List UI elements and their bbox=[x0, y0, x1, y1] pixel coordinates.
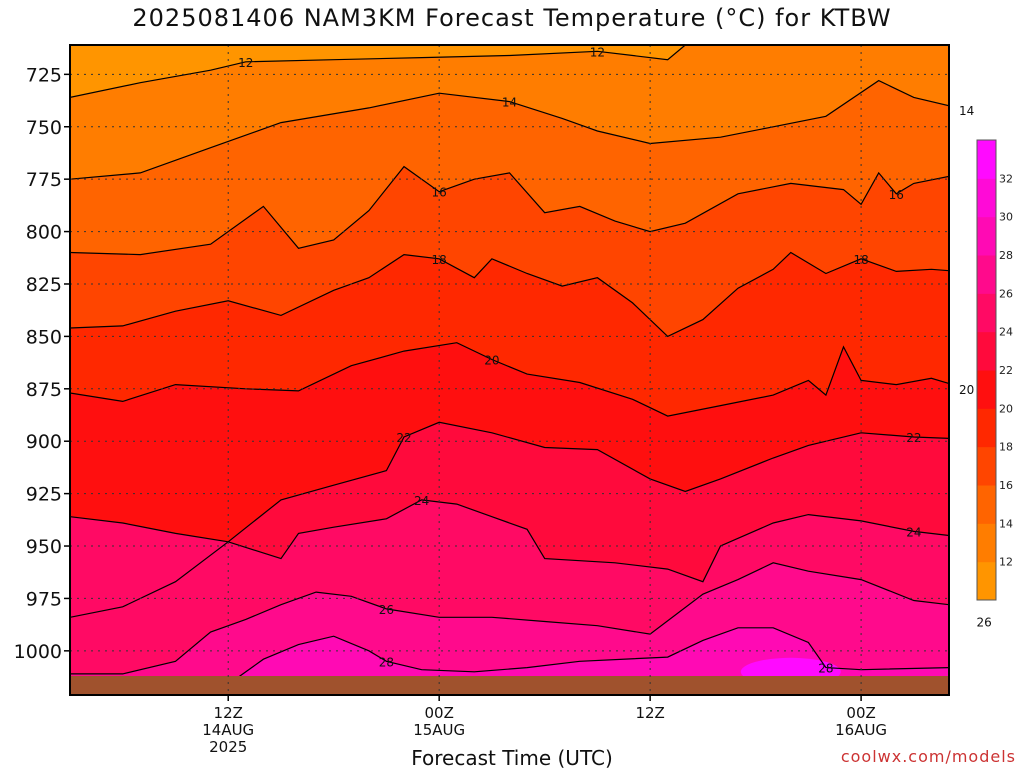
contour-label-18-0: 18 bbox=[432, 253, 447, 267]
chart-title: 2025081406 NAM3KM Forecast Temperature (… bbox=[132, 4, 892, 32]
y-tick-label-900: 900 bbox=[26, 431, 62, 453]
legend-tick-32: 32 bbox=[999, 172, 1013, 185]
y-tick-label-775: 775 bbox=[26, 169, 62, 191]
x-tick-label-12-1: 14AUG bbox=[202, 721, 254, 739]
y-tick-label-850: 850 bbox=[26, 326, 62, 348]
legend-swatch-24 bbox=[977, 293, 996, 333]
legend-tick-28: 28 bbox=[999, 249, 1013, 262]
contour-label-14-1: 14 bbox=[959, 104, 974, 118]
contour-label-28-0: 28 bbox=[379, 655, 394, 669]
legend-swatch-22 bbox=[977, 331, 996, 371]
legend-frame bbox=[976, 139, 997, 601]
contour-line-28 bbox=[70, 627, 949, 686]
legend-tick-18: 18 bbox=[999, 441, 1013, 454]
contour-label-24-0: 24 bbox=[414, 494, 429, 508]
x-tick-label-12-2: 2025 bbox=[209, 738, 247, 756]
legend-tick-12: 12 bbox=[999, 556, 1013, 569]
y-tick-label-825: 825 bbox=[26, 274, 62, 296]
legend-swatch-28 bbox=[977, 216, 996, 256]
legend-swatch-18 bbox=[977, 408, 996, 448]
legend-swatch-26 bbox=[977, 255, 996, 294]
legend-swatch-10 bbox=[977, 561, 996, 601]
contour-label-12-0: 12 bbox=[238, 56, 253, 70]
contour-label-26-1: 26 bbox=[977, 615, 992, 629]
y-tick-label-725: 725 bbox=[26, 64, 62, 86]
credit-text: coolwx.com/models bbox=[840, 747, 1016, 766]
plot-frame bbox=[69, 44, 950, 696]
contour-label-28-1: 28 bbox=[818, 662, 833, 676]
contour-label-18-1: 18 bbox=[853, 253, 868, 267]
contour-line-14 bbox=[70, 79, 949, 180]
ground-strip bbox=[70, 676, 949, 695]
legend-tick-14: 14 bbox=[999, 517, 1013, 530]
y-tick-label-875: 875 bbox=[26, 379, 62, 401]
contour-label-20-1: 20 bbox=[959, 383, 974, 397]
x-axis-label: Forecast Time (UTC) bbox=[411, 746, 613, 770]
legend-tick-16: 16 bbox=[999, 479, 1013, 492]
legend-tick-24: 24 bbox=[999, 326, 1013, 339]
contour-line-24 bbox=[70, 499, 949, 583]
contour-fills bbox=[70, 45, 949, 695]
y-tick-label-975: 975 bbox=[26, 588, 62, 610]
x-tick-label-36-0: 12Z bbox=[635, 704, 664, 722]
contour-line-20 bbox=[70, 342, 949, 417]
contour-line-16 bbox=[70, 165, 949, 256]
contour-lines bbox=[70, 45, 949, 686]
x-tick-label-48-1: 16AUG bbox=[835, 721, 887, 739]
contour-label-26-0: 26 bbox=[379, 603, 394, 617]
legend-swatch-32 bbox=[977, 140, 996, 179]
y-tick-label-925: 925 bbox=[26, 484, 62, 506]
legend-swatch-20 bbox=[977, 370, 996, 409]
contour-line-12 bbox=[70, 45, 686, 98]
legend-swatch-30 bbox=[977, 178, 996, 218]
legend-tick-30: 30 bbox=[999, 211, 1013, 224]
x-tick-label-24-0: 00Z bbox=[424, 704, 453, 722]
contour-line-22 bbox=[70, 421, 949, 618]
contour-label-16-1: 16 bbox=[889, 188, 904, 202]
contour-line-26 bbox=[70, 562, 949, 675]
contour-label-22-1: 22 bbox=[906, 431, 921, 445]
x-tick-label-12-0: 12Z bbox=[214, 704, 243, 722]
contour-label-22-0: 22 bbox=[396, 431, 411, 445]
legend-tick-26: 26 bbox=[999, 287, 1013, 300]
legend-tick-22: 22 bbox=[999, 364, 1013, 377]
contour-line-18 bbox=[70, 251, 949, 338]
legend-swatch-14 bbox=[977, 485, 996, 524]
x-tick-label-48-0: 00Z bbox=[846, 704, 875, 722]
y-tick-label-800: 800 bbox=[26, 222, 62, 244]
legend-swatch-16 bbox=[977, 446, 996, 486]
y-tick-label-1000: 1000 bbox=[14, 641, 62, 663]
legend-tick-20: 20 bbox=[999, 402, 1013, 415]
contour-label-24-1: 24 bbox=[906, 525, 921, 539]
legend-swatch-12 bbox=[977, 523, 996, 563]
contour-label-12-1: 12 bbox=[590, 45, 605, 59]
y-tick-label-950: 950 bbox=[26, 536, 62, 558]
contour-label-20-0: 20 bbox=[484, 353, 499, 367]
x-tick-label-24-1: 15AUG bbox=[413, 721, 465, 739]
contour-label-14-0: 14 bbox=[502, 96, 517, 110]
y-tick-label-750: 750 bbox=[26, 117, 62, 139]
